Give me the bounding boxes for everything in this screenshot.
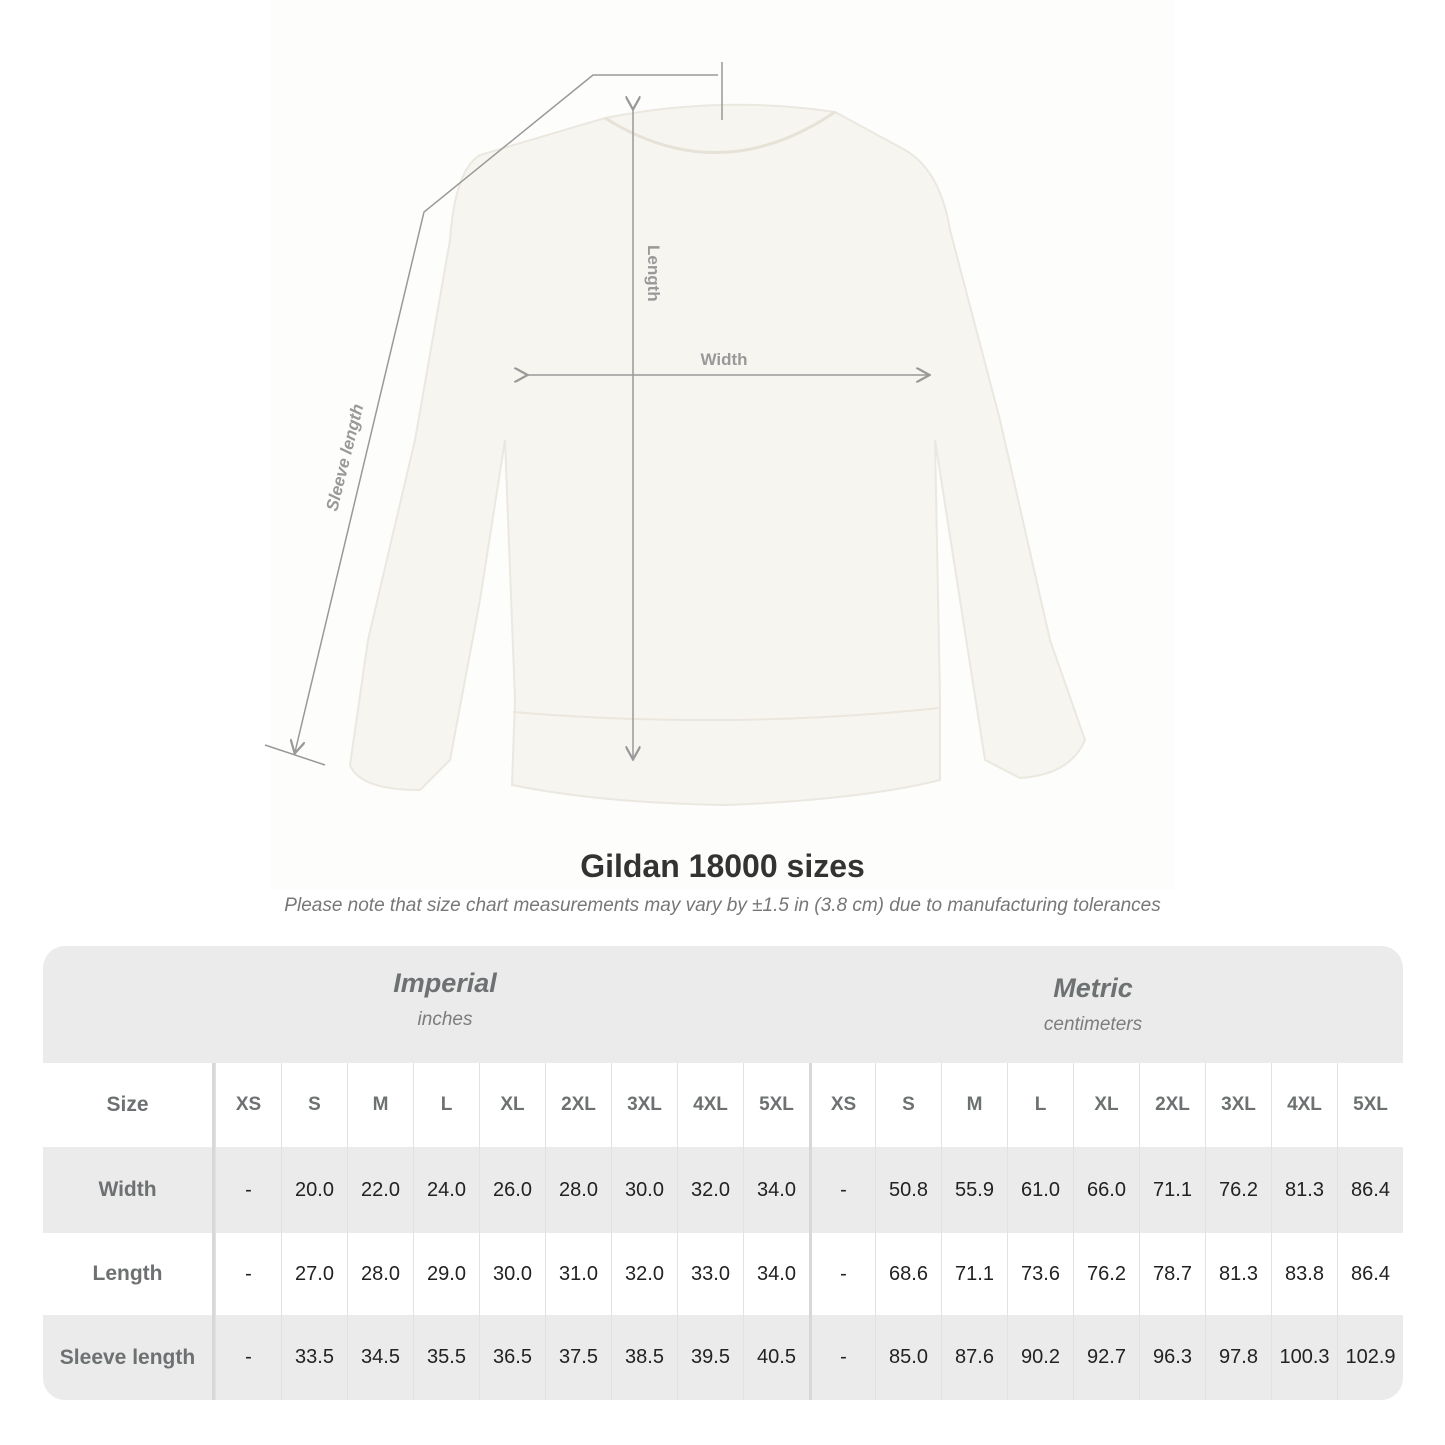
size-header-metric-s: S bbox=[875, 1063, 941, 1147]
metric-unit: centimeters bbox=[1043, 1014, 1143, 1035]
imperial-unit: inches bbox=[417, 1009, 473, 1030]
imperial-value-cell: 38.5 bbox=[611, 1315, 677, 1400]
metric-value-cell: 66.0 bbox=[1073, 1147, 1139, 1233]
width-label: Width bbox=[700, 350, 747, 369]
size-header-imperial-m: M bbox=[347, 1063, 413, 1147]
imperial-value-cell: 27.0 bbox=[281, 1233, 347, 1315]
metric-value-cell: - bbox=[809, 1315, 875, 1400]
imperial-header: Imperial inches bbox=[195, 968, 695, 1031]
size-header-imperial-5xl: 5XL bbox=[743, 1063, 809, 1147]
size-header-metric-xl: XL bbox=[1073, 1063, 1139, 1147]
metric-value-cell: 68.6 bbox=[875, 1233, 941, 1315]
imperial-value-cell: 28.0 bbox=[545, 1147, 611, 1233]
size-row: Size XS S M L XL 2XL 3XL 4XL 5XL XS S M L XL 2XL 3XL 4XL 5… bbox=[43, 1063, 1403, 1147]
table-row: Sleeve length -33.5 34.5 35.5 36.5 37.5 38.5 39… bbox=[43, 1315, 1403, 1400]
imperial-value-cell: 30.0 bbox=[479, 1233, 545, 1315]
metric-value-cell: 81.3 bbox=[1205, 1233, 1271, 1315]
sweatshirt-image bbox=[348, 103, 1087, 807]
length-label: Length bbox=[644, 245, 663, 302]
table-row: Width -20.0 22.0 24.0 26.0 28.0 30.0 32.0 34.0-5… bbox=[43, 1147, 1403, 1233]
metric-value-cell: 92.7 bbox=[1073, 1315, 1139, 1400]
imperial-value-cell: 32.0 bbox=[611, 1233, 677, 1315]
metric-value-cell: - bbox=[809, 1233, 875, 1315]
imperial-value-cell: 37.5 bbox=[545, 1315, 611, 1400]
imperial-value-cell: 36.5 bbox=[479, 1315, 545, 1400]
metric-value-cell: 97.8 bbox=[1205, 1315, 1271, 1400]
hem-rib bbox=[512, 707, 941, 722]
size-header-imperial-s: S bbox=[281, 1063, 347, 1147]
metric-value-cell: 90.2 bbox=[1007, 1315, 1073, 1400]
metric-value-cell: 76.2 bbox=[1205, 1147, 1271, 1233]
metric-value-cell: 86.4 bbox=[1337, 1233, 1403, 1315]
metric-value-cell: - bbox=[809, 1147, 875, 1233]
metric-value-cell: 61.0 bbox=[1007, 1147, 1073, 1233]
metric-value-cell: 87.6 bbox=[941, 1315, 1007, 1400]
size-header-metric-m: M bbox=[941, 1063, 1007, 1147]
table-header: Imperial inches Metric centimeters bbox=[43, 946, 1403, 1063]
imperial-title: Imperial bbox=[393, 968, 497, 998]
sweatshirt-diagram: Length Width Sleeve length bbox=[264, 62, 1087, 807]
imperial-value-cell: 34.0 bbox=[743, 1147, 809, 1233]
metric-value-cell: 78.7 bbox=[1139, 1233, 1205, 1315]
metric-value-cell: 86.4 bbox=[1337, 1147, 1403, 1233]
size-header-imperial-l: L bbox=[413, 1063, 479, 1147]
imperial-value-cell: 39.5 bbox=[677, 1315, 743, 1400]
imperial-value-cell: 29.0 bbox=[413, 1233, 479, 1315]
table-row: Length -27.0 28.0 29.0 30.0 31.0 32.0 33.0 34.0-… bbox=[43, 1233, 1403, 1315]
imperial-value-cell: 35.5 bbox=[413, 1315, 479, 1400]
metric-header: Metric centimeters bbox=[843, 973, 1343, 1036]
metric-value-cell: 100.3 bbox=[1271, 1315, 1337, 1400]
page-title: Gildan 18000 sizes bbox=[580, 848, 865, 884]
imperial-value-cell: 20.0 bbox=[281, 1147, 347, 1233]
size-header-metric-4xl: 4XL bbox=[1271, 1063, 1337, 1147]
metric-value-cell: 71.1 bbox=[1139, 1147, 1205, 1233]
imperial-value-cell: 31.0 bbox=[545, 1233, 611, 1315]
row-label: Length bbox=[43, 1233, 215, 1315]
metric-value-cell: 102.9 bbox=[1337, 1315, 1403, 1400]
metric-value-cell: 50.8 bbox=[875, 1147, 941, 1233]
imperial-value-cell: 33.0 bbox=[677, 1233, 743, 1315]
size-header-metric-2xl: 2XL bbox=[1139, 1063, 1205, 1147]
imperial-value-cell: 28.0 bbox=[347, 1233, 413, 1315]
imperial-value-cell: 26.0 bbox=[479, 1147, 545, 1233]
metric-title: Metric bbox=[1053, 973, 1133, 1003]
row-label: Width bbox=[43, 1147, 215, 1233]
imperial-value-cell: - bbox=[215, 1233, 281, 1315]
sleeve-length-line bbox=[264, 62, 723, 766]
imperial-value-cell: - bbox=[215, 1147, 281, 1233]
imperial-value-cell: 33.5 bbox=[281, 1315, 347, 1400]
size-header-imperial-3xl: 3XL bbox=[611, 1063, 677, 1147]
imperial-value-cell: 34.0 bbox=[743, 1233, 809, 1315]
metric-value-cell: 55.9 bbox=[941, 1147, 1007, 1233]
size-label: Size bbox=[43, 1063, 215, 1147]
size-header-metric-3xl: 3XL bbox=[1205, 1063, 1271, 1147]
size-header-metric-xs: XS bbox=[809, 1063, 875, 1147]
metric-value-cell: 76.2 bbox=[1073, 1233, 1139, 1315]
size-header-metric-5xl: 5XL bbox=[1337, 1063, 1403, 1147]
size-header-imperial-4xl: 4XL bbox=[677, 1063, 743, 1147]
sleeve-length-label: Sleeve length bbox=[322, 402, 367, 513]
metric-value-cell: 85.0 bbox=[875, 1315, 941, 1400]
metric-value-cell: 71.1 bbox=[941, 1233, 1007, 1315]
imperial-value-cell: 40.5 bbox=[743, 1315, 809, 1400]
imperial-value-cell: - bbox=[215, 1315, 281, 1400]
row-label: Sleeve length bbox=[43, 1315, 215, 1400]
size-header-metric-l: L bbox=[1007, 1063, 1073, 1147]
imperial-value-cell: 24.0 bbox=[413, 1147, 479, 1233]
size-header-imperial-xl: XL bbox=[479, 1063, 545, 1147]
imperial-value-cell: 32.0 bbox=[677, 1147, 743, 1233]
tolerance-note: Please note that size chart measurements… bbox=[284, 895, 1161, 916]
imperial-value-cell: 22.0 bbox=[347, 1147, 413, 1233]
metric-value-cell: 81.3 bbox=[1271, 1147, 1337, 1233]
size-header-imperial-xs: XS bbox=[215, 1063, 281, 1147]
imperial-value-cell: 30.0 bbox=[611, 1147, 677, 1233]
metric-value-cell: 96.3 bbox=[1139, 1315, 1205, 1400]
size-table: Imperial inches Metric centimeters Size X… bbox=[43, 946, 1403, 1400]
metric-value-cell: 73.6 bbox=[1007, 1233, 1073, 1315]
metric-value-cell: 83.8 bbox=[1271, 1233, 1337, 1315]
size-header-imperial-2xl: 2XL bbox=[545, 1063, 611, 1147]
imperial-value-cell: 34.5 bbox=[347, 1315, 413, 1400]
